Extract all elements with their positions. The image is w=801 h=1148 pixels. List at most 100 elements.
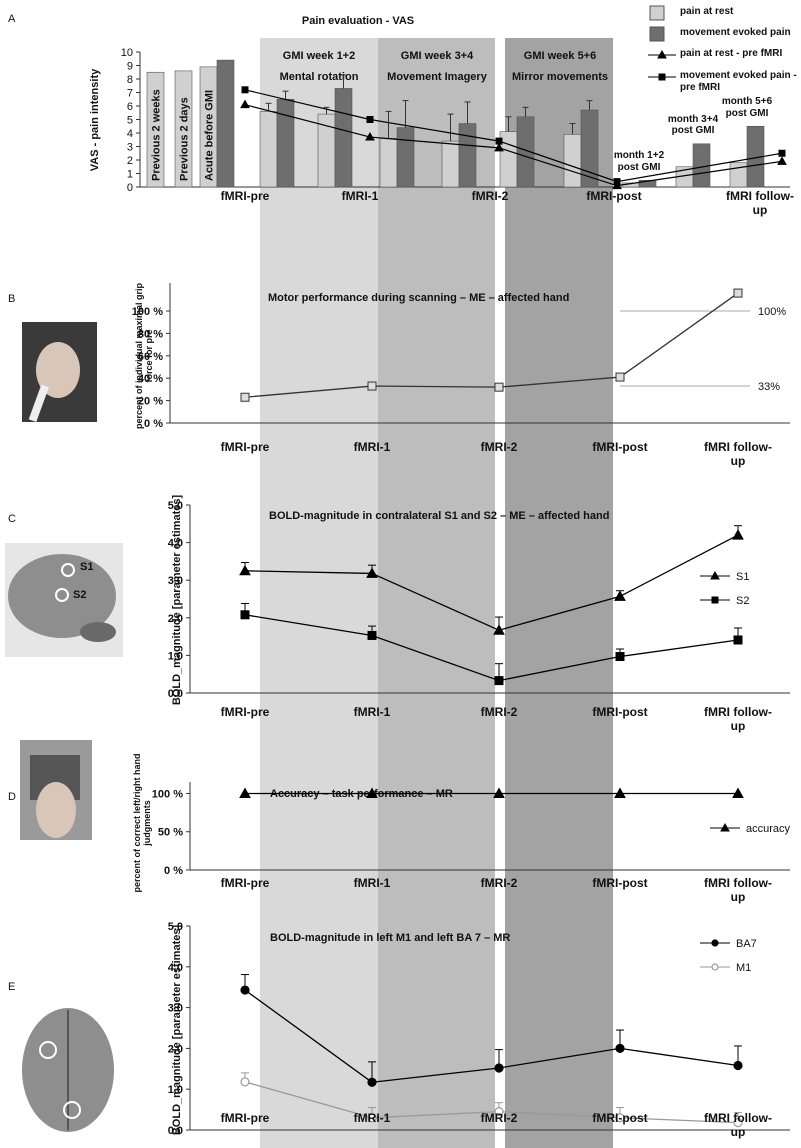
x-tick-label-text: fMRI follow-up — [704, 877, 772, 904]
hand-photo — [22, 322, 97, 423]
marker — [494, 1063, 504, 1073]
x-tick-label-text: fMRI follow-up — [704, 1112, 772, 1139]
y-tick-label: 5.0 — [168, 500, 183, 512]
x-tick-label: fMRI-2 — [472, 190, 509, 203]
marker — [615, 1113, 625, 1123]
chart-title: Pain evaluation - VAS — [302, 15, 414, 27]
y-tick-label: 2.0 — [168, 613, 183, 625]
y-axis-label: BOLD_magnitude [parameter estimates] — [171, 925, 183, 1136]
bar — [692, 143, 711, 188]
marker — [613, 178, 621, 186]
legend-label: pain at rest - pre fMRI — [680, 48, 783, 59]
x-tick-label: fMRI-post — [592, 877, 647, 890]
bar — [276, 98, 295, 188]
marker — [777, 156, 787, 165]
marker — [710, 570, 720, 580]
bar-label: Previous 2 weeks — [151, 89, 163, 181]
marker — [612, 180, 622, 190]
brain-top-image — [22, 1008, 114, 1132]
x-tick-label-text: fMRI-post — [586, 190, 642, 203]
x-tick-label: fMRI follow-up — [704, 1112, 772, 1139]
legend-label: movement evoked pain — [680, 27, 791, 38]
legend-label-text: pain at rest - pre fMRI — [680, 48, 783, 59]
phase-label: GMI week 5+6 — [524, 50, 596, 62]
x-tick-label: fMRI-post — [586, 190, 642, 203]
y-tick-label: 0 — [127, 182, 133, 194]
bar-label-text: month 3+4 post GMI — [667, 113, 719, 137]
x-tick-label-text: fMRI-2 — [480, 877, 518, 890]
marker — [494, 676, 504, 686]
bar — [499, 131, 518, 188]
brain-image — [5, 543, 123, 657]
chart-title: BOLD-magnitude in contralateral S1 and S… — [269, 510, 609, 522]
y-tick-label: 100 % — [132, 306, 163, 318]
legend-label-text: movement evoked pain - pre fMRI — [680, 70, 797, 93]
marker — [711, 963, 719, 971]
y-tick-label: 2.0 — [168, 1043, 183, 1055]
marker — [367, 630, 377, 640]
x-tick-label: fMRI-2 — [481, 706, 518, 719]
marker — [494, 382, 504, 392]
panel-letter: B — [8, 293, 15, 305]
legend-label-text: movement evoked pain — [680, 27, 791, 38]
gmi-band — [378, 38, 495, 1148]
phase-label: GMI week 1+2 — [283, 50, 355, 62]
x-tick-label-text: fMRI-pre — [220, 1112, 270, 1125]
bar — [563, 134, 582, 188]
bar-label: month 5+6 post GMI — [721, 96, 773, 119]
y-tick-label: 3 — [127, 142, 133, 154]
marker — [733, 635, 743, 645]
x-tick-label: fMRI-post — [592, 706, 647, 719]
x-tick-label: fMRI-post — [592, 1112, 648, 1125]
x-tick-label-text: fMRI-pre — [220, 190, 270, 203]
y-tick-label: 7 — [127, 88, 133, 100]
image-label: S1 — [80, 561, 93, 573]
x-tick-label-text: fMRI-2 — [480, 441, 518, 454]
phase-task: Mental rotation — [280, 71, 359, 83]
x-tick-label: fMRI-post — [592, 441, 647, 454]
marker — [239, 787, 251, 798]
y-tick-label: 8 — [127, 74, 133, 86]
marker — [493, 624, 505, 635]
marker — [720, 822, 730, 832]
y-tick-label: 5 — [127, 115, 133, 127]
y-tick-label: 60 % — [138, 351, 163, 363]
bar — [216, 59, 235, 188]
marker — [241, 86, 249, 94]
y-tick-label: 3.0 — [168, 1003, 183, 1015]
marker — [367, 381, 377, 391]
y-tick-label: 1.0 — [168, 650, 183, 662]
x-tick-label: fMRI-1 — [354, 441, 391, 454]
y-tick-label: 2 — [127, 155, 133, 167]
bar-label: month 1+2 post GMI — [614, 150, 664, 173]
y-tick-label: 1 — [127, 169, 133, 181]
marker — [240, 1077, 250, 1087]
x-tick-label: fMRI follow-up — [726, 190, 794, 217]
marker — [240, 99, 250, 109]
x-tick-label-text: fMRI-post — [592, 1112, 648, 1125]
image-label: S2 — [73, 589, 86, 601]
marker — [778, 149, 786, 157]
y-axis-label: VAS - pain intensity — [89, 68, 101, 171]
legend-label: accuracy — [746, 823, 791, 835]
x-tick-label: fMRI follow-up — [704, 706, 772, 733]
x-tick-label-text: fMRI-pre — [220, 706, 270, 719]
legend-label: pain at rest — [680, 6, 733, 17]
phase-task: Mirror movements — [512, 71, 608, 83]
legend-label: movement evoked pain - pre fMRI — [680, 70, 797, 93]
y-tick-label: 5.0 — [168, 921, 183, 933]
marker — [733, 1118, 743, 1128]
bar — [441, 140, 460, 188]
tablet-photo — [20, 740, 92, 840]
y-tick-label: 4.0 — [168, 538, 183, 550]
legend-swatch — [649, 5, 665, 21]
x-tick-label: fMRI-pre — [220, 190, 270, 203]
marker — [366, 787, 378, 798]
bar-label-text: month 5+6 post GMI — [721, 96, 773, 119]
phase-task: Movement Imagery — [387, 71, 488, 83]
x-tick-label-text: fMRI follow-up — [704, 441, 772, 468]
y-axis-label: percent of correct left/right hand judgm… — [132, 753, 152, 892]
marker — [615, 652, 625, 662]
x-tick-label-text: fMRI follow-up — [726, 190, 794, 217]
